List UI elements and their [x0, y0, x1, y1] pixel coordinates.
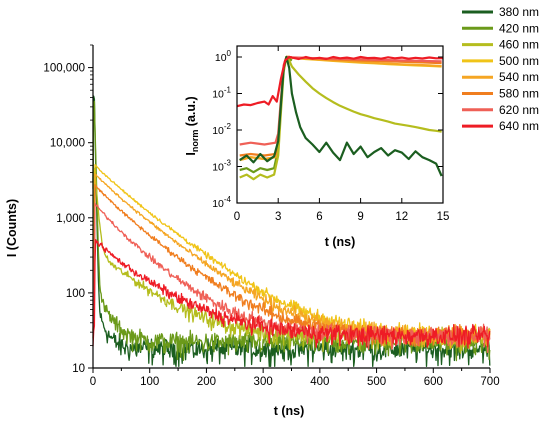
legend-label-500-nm: 500 nm	[499, 54, 539, 68]
inset-y-tick-exponent: -2	[224, 122, 232, 131]
legend-label-620-nm: 620 nm	[499, 103, 539, 117]
inset-series-460-nm	[239, 55, 442, 181]
inset-y-axis-title-unit: (a.u.)	[184, 96, 198, 129]
main-x-tick-label: 300	[254, 376, 273, 388]
inset-y-tick-base: 10	[212, 88, 224, 100]
main-y-tick-label: 100,000	[43, 63, 85, 75]
main-y-tick-label: 10	[72, 363, 85, 375]
main-axes: t (ns) I (Counts) 0 100 200 300 400 500 600 700…	[5, 44, 500, 418]
inset-x-tick-label: 6	[316, 211, 322, 223]
legend: 380 nm 420 nm 460 nm 500 nm 540 nm 580 nm 620 …	[462, 5, 539, 133]
main-y-axis-title: I (Counts)	[5, 199, 19, 257]
inset-y-tick-label: 100	[215, 49, 232, 64]
inset-x-tick-label: 12	[395, 211, 408, 223]
inset-y-tick-base: 10	[212, 125, 224, 137]
main-y-tick-label: 10,000	[50, 138, 85, 150]
inset-y-tick-label: 10-2	[212, 122, 231, 137]
main-x-tick-label: 500	[367, 376, 386, 388]
inset-y-tick-label: 10-1	[212, 85, 231, 100]
inset-series-640-nm	[236, 55, 444, 108]
inset-y-tick-exponent: -4	[224, 195, 232, 204]
inset-frame	[236, 45, 444, 204]
main-x-tick-label: 0	[90, 376, 96, 388]
main-x-tick-label: 600	[424, 376, 443, 388]
inset-y-tick-base: 10	[215, 52, 227, 64]
inset-x-tick-label: 3	[275, 211, 281, 223]
main-series-500-nm	[92, 164, 491, 348]
legend-label-460-nm: 460 nm	[499, 38, 539, 52]
main-series-540-nm	[92, 173, 491, 350]
main-series-580-nm	[92, 183, 491, 348]
inset-y-tick-label: 10-3	[212, 158, 231, 173]
inset-y-axis-title-sub: norm	[190, 130, 200, 153]
main-x-tick-label: 700	[480, 376, 499, 388]
legend-label-380-nm: 380 nm	[499, 5, 539, 19]
inset-y-tick-base: 10	[212, 161, 224, 173]
legend-label-540-nm: 540 nm	[499, 70, 539, 84]
inset-y-axis-title: Inorm (a.u.)	[184, 96, 200, 155]
main-x-tick-label: 100	[140, 376, 159, 388]
main-y-tick-label: 1,000	[56, 213, 85, 225]
main-y-tick-label: 100	[66, 288, 85, 300]
inset-y-tick-exponent: -1	[224, 85, 232, 94]
inset-x-axis-title: t (ns)	[325, 235, 356, 249]
legend-label-640-nm: 640 nm	[499, 119, 539, 133]
main-x-tick-label: 200	[197, 376, 216, 388]
inset-background	[237, 46, 443, 203]
main-decay-plot	[92, 95, 491, 368]
inset-x-tick-label: 0	[234, 211, 240, 223]
main-series-640-nm	[92, 238, 491, 349]
inset-x-tick-label: 15	[437, 211, 450, 223]
inset-series-380-nm	[239, 55, 443, 177]
inset-y-tick-exponent: 0	[227, 49, 232, 58]
inset-y-tick-exponent: -3	[224, 158, 232, 167]
inset-x-tick-label: 9	[357, 211, 363, 223]
inset-y-axis-title-main: I	[184, 152, 198, 155]
legend-label-420-nm: 420 nm	[499, 21, 539, 35]
inset-y-tick-label: 10-4	[212, 195, 231, 210]
legend-label-580-nm: 580 nm	[499, 87, 539, 101]
main-x-tick-label: 400	[310, 376, 329, 388]
main-x-axis-title: t (ns)	[274, 404, 305, 418]
inset-y-tick-base: 10	[212, 198, 224, 210]
